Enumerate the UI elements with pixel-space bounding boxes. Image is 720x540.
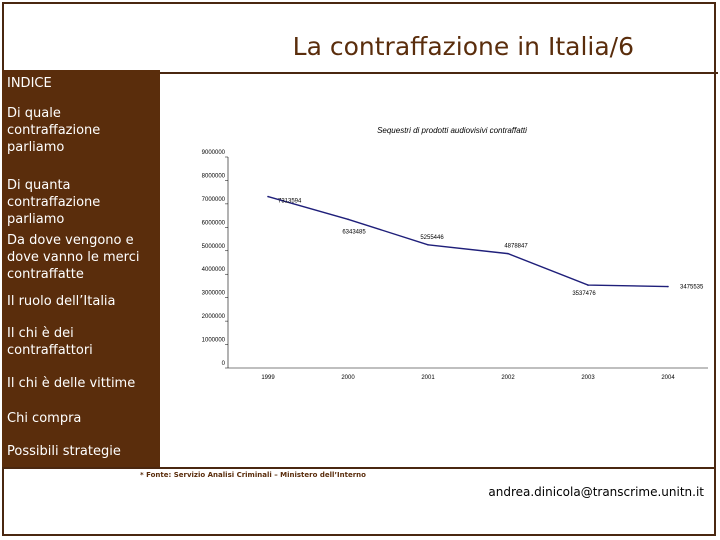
y-tick-label: 9000000 [202, 150, 226, 156]
sidebar-item-ruolo[interactable]: Il ruolo dell’Italia [7, 294, 116, 309]
sidebar-item-contraffattori[interactable]: Il chi è dei contraffattori [7, 326, 93, 358]
sidebar-item-strategie[interactable]: Possibili strategie [7, 444, 121, 459]
chart-title: Sequestri di prodotti audiovisivi contra… [377, 126, 527, 135]
data-label: 5255446 [420, 235, 444, 241]
y-tick-label: 1000000 [202, 338, 226, 344]
data-point [267, 195, 269, 198]
data-point [507, 252, 509, 255]
x-tick-label: 2001 [421, 375, 435, 381]
data-point [587, 284, 589, 286]
sidebar-item-indice[interactable]: INDICE [7, 76, 52, 91]
y-tick-label: 0 [222, 361, 226, 367]
author-email[interactable]: andrea.dinicola@transcrime.unitn.it [488, 485, 704, 499]
y-tick-label: 2000000 [202, 314, 226, 320]
sidebar-index: INDICE Di quale contraffazione parliamo … [2, 70, 160, 468]
y-tick-label: 5000000 [202, 244, 226, 250]
data-point [667, 285, 669, 288]
x-tick-label: 2002 [501, 375, 515, 381]
data-label: 6343485 [342, 229, 366, 235]
y-tick-label: 6000000 [202, 220, 226, 226]
x-tick-label: 1999 [261, 375, 275, 381]
y-tick-label: 4000000 [202, 267, 226, 273]
footer-divider [2, 467, 716, 469]
data-label: 4878847 [504, 244, 528, 250]
y-tick-label: 3000000 [202, 291, 226, 297]
data-point [427, 243, 429, 246]
x-tick-label: 2003 [581, 375, 595, 381]
sidebar-item-vittime[interactable]: Il chi è delle vittime [7, 376, 136, 391]
sidebar-item-di-quale[interactable]: Di quale contraffazione parliamo [7, 106, 101, 155]
x-tick-label: 2004 [661, 375, 675, 381]
x-tick-label: 2000 [341, 375, 355, 381]
data-label: 3537476 [572, 291, 596, 297]
sidebar-item-chi-compra[interactable]: Chi compra [7, 411, 82, 426]
title-bar: La contraffazione in Italia/6 [4, 4, 718, 74]
slide-title: La contraffazione in Italia/6 [292, 32, 634, 61]
sidebar-item-di-quanta[interactable]: Di quanta contraffazione parliamo [7, 178, 101, 227]
y-tick-label: 7000000 [202, 197, 226, 203]
data-point [347, 218, 349, 221]
line-chart: Sequestri di prodotti audiovisivi contra… [202, 126, 708, 381]
data-label: 3475535 [680, 285, 704, 291]
source-note: * Fonte: Servizio Analisi Criminali – Mi… [140, 471, 366, 479]
series-line [267, 195, 669, 288]
data-label: 7313594 [278, 199, 302, 205]
y-tick-label: 8000000 [202, 173, 226, 179]
sidebar-item-da-dove[interactable]: Da dove vengono e dove vanno le merci co… [7, 233, 140, 282]
